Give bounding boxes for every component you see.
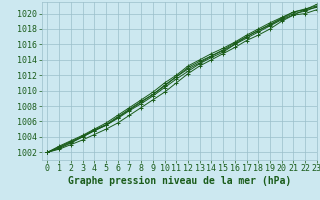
X-axis label: Graphe pression niveau de la mer (hPa): Graphe pression niveau de la mer (hPa)	[68, 176, 291, 186]
